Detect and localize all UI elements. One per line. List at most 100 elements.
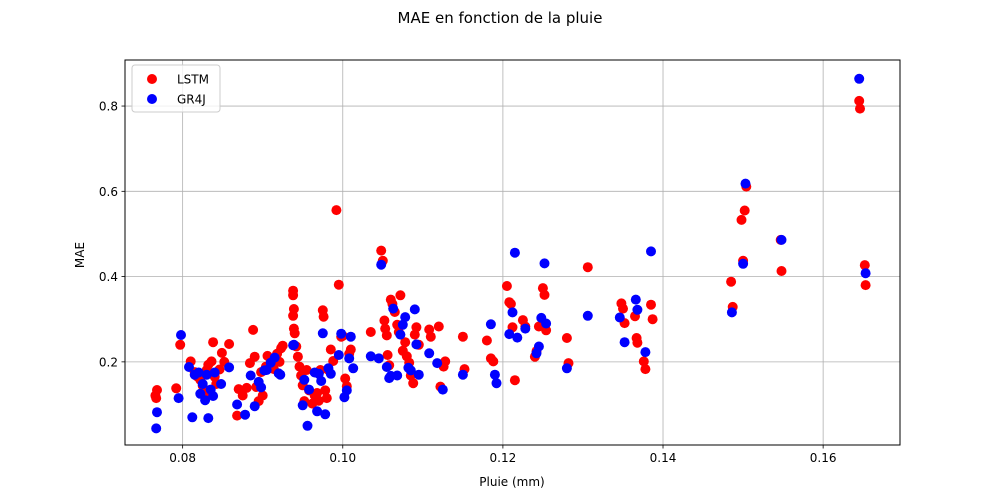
point-lstm [301,365,312,375]
point-gr4j [561,363,572,374]
point-lstm [411,322,422,333]
point-gr4j [726,307,737,318]
point-lstm [249,351,260,362]
point-lstm [248,324,259,335]
point-gr4j [348,363,359,374]
point-gr4j [373,353,384,364]
point-lstm [561,333,572,343]
legend-label-lstm: LSTM [177,73,209,87]
point-gr4j [224,362,235,373]
x-tick-label: 0.10 [329,451,356,465]
point-lstm [206,356,217,367]
point-gr4j [173,393,184,404]
point-gr4j [317,328,328,339]
point-lstm [340,373,351,384]
point-gr4j [388,303,399,314]
point-gr4j [533,341,544,352]
point-gr4j [304,384,315,395]
point-gr4j [485,319,496,330]
point-lstm [855,103,865,114]
point-gr4j [411,339,422,350]
legend-marker-lstm [147,74,157,84]
point-gr4j [854,73,865,84]
grid-lines [125,60,900,445]
y-axis-label: MAE [73,242,87,268]
point-lstm [318,311,329,322]
point-gr4j [409,304,420,315]
point-lstm [395,290,406,301]
point-gr4j [176,330,186,340]
point-gr4j [630,294,641,305]
point-lstm [333,279,344,290]
point-gr4j [457,369,468,380]
point-gr4j [341,385,352,396]
point-lstm [618,303,628,314]
point-gr4j [619,337,630,348]
point-lstm [379,315,390,326]
point-gr4j [316,376,327,386]
point-lstm [313,395,324,406]
point-gr4j [240,409,251,420]
point-lstm [237,390,248,401]
point-gr4j [365,351,376,362]
x-axis-label: Pluie (mm) [479,475,544,489]
point-lstm [440,356,451,367]
point-lstm [425,331,436,342]
point-gr4j [509,247,520,258]
point-gr4j [325,368,336,379]
point-gr4j [507,307,518,318]
point-gr4j [413,369,424,380]
point-lstm [345,344,356,355]
point-gr4j [504,329,515,340]
point-lstm [289,328,300,339]
x-tick-label: 0.12 [490,451,517,465]
point-gr4j [860,268,871,279]
point-lstm [381,330,392,341]
point-gr4j [200,395,211,406]
point-gr4j [184,362,194,372]
point-lstm [632,337,643,348]
point-lstm [457,331,468,342]
point-gr4j [437,384,448,395]
point-gr4j [203,413,214,424]
point-gr4j [232,399,243,410]
y-tick-label: 0.4 [99,270,118,284]
point-lstm [208,337,219,348]
point-lstm [312,388,323,398]
point-lstm [854,95,865,106]
point-gr4j [299,374,310,385]
data-points [150,73,871,434]
point-gr4j [640,347,651,358]
point-gr4j [381,362,392,372]
legend-marker-gr4j [147,94,157,104]
point-gr4j [539,258,550,269]
point-gr4j [397,319,408,330]
point-lstm [365,327,376,337]
point-gr4j [193,367,204,378]
y-tick-label: 0.8 [99,100,118,114]
y-tick-label: 0.2 [99,355,118,369]
point-gr4j [297,400,308,411]
point-gr4j [152,407,162,418]
point-gr4j [400,312,411,323]
point-lstm [736,214,747,225]
point-gr4j [614,312,625,323]
point-gr4j [395,329,406,340]
point-gr4j [261,365,272,375]
point-gr4j [187,412,198,423]
point-gr4j [491,378,502,389]
point-gr4j [632,304,643,315]
point-gr4j [520,323,531,334]
point-gr4j [333,350,344,360]
point-gr4j [512,332,523,343]
point-lstm [776,266,787,276]
y-tick-label: 0.6 [99,185,118,199]
axis-ticks: 0.08 0.10 0.12 0.14 0.16 0.2 0.4 0.6 0.8 [99,100,837,465]
point-lstm [288,290,299,301]
x-tick-label: 0.08 [169,451,196,465]
point-lstm [638,356,649,367]
point-lstm [331,205,342,216]
point-gr4j [392,370,403,381]
point-gr4j [302,420,313,431]
point-gr4j [646,246,656,257]
